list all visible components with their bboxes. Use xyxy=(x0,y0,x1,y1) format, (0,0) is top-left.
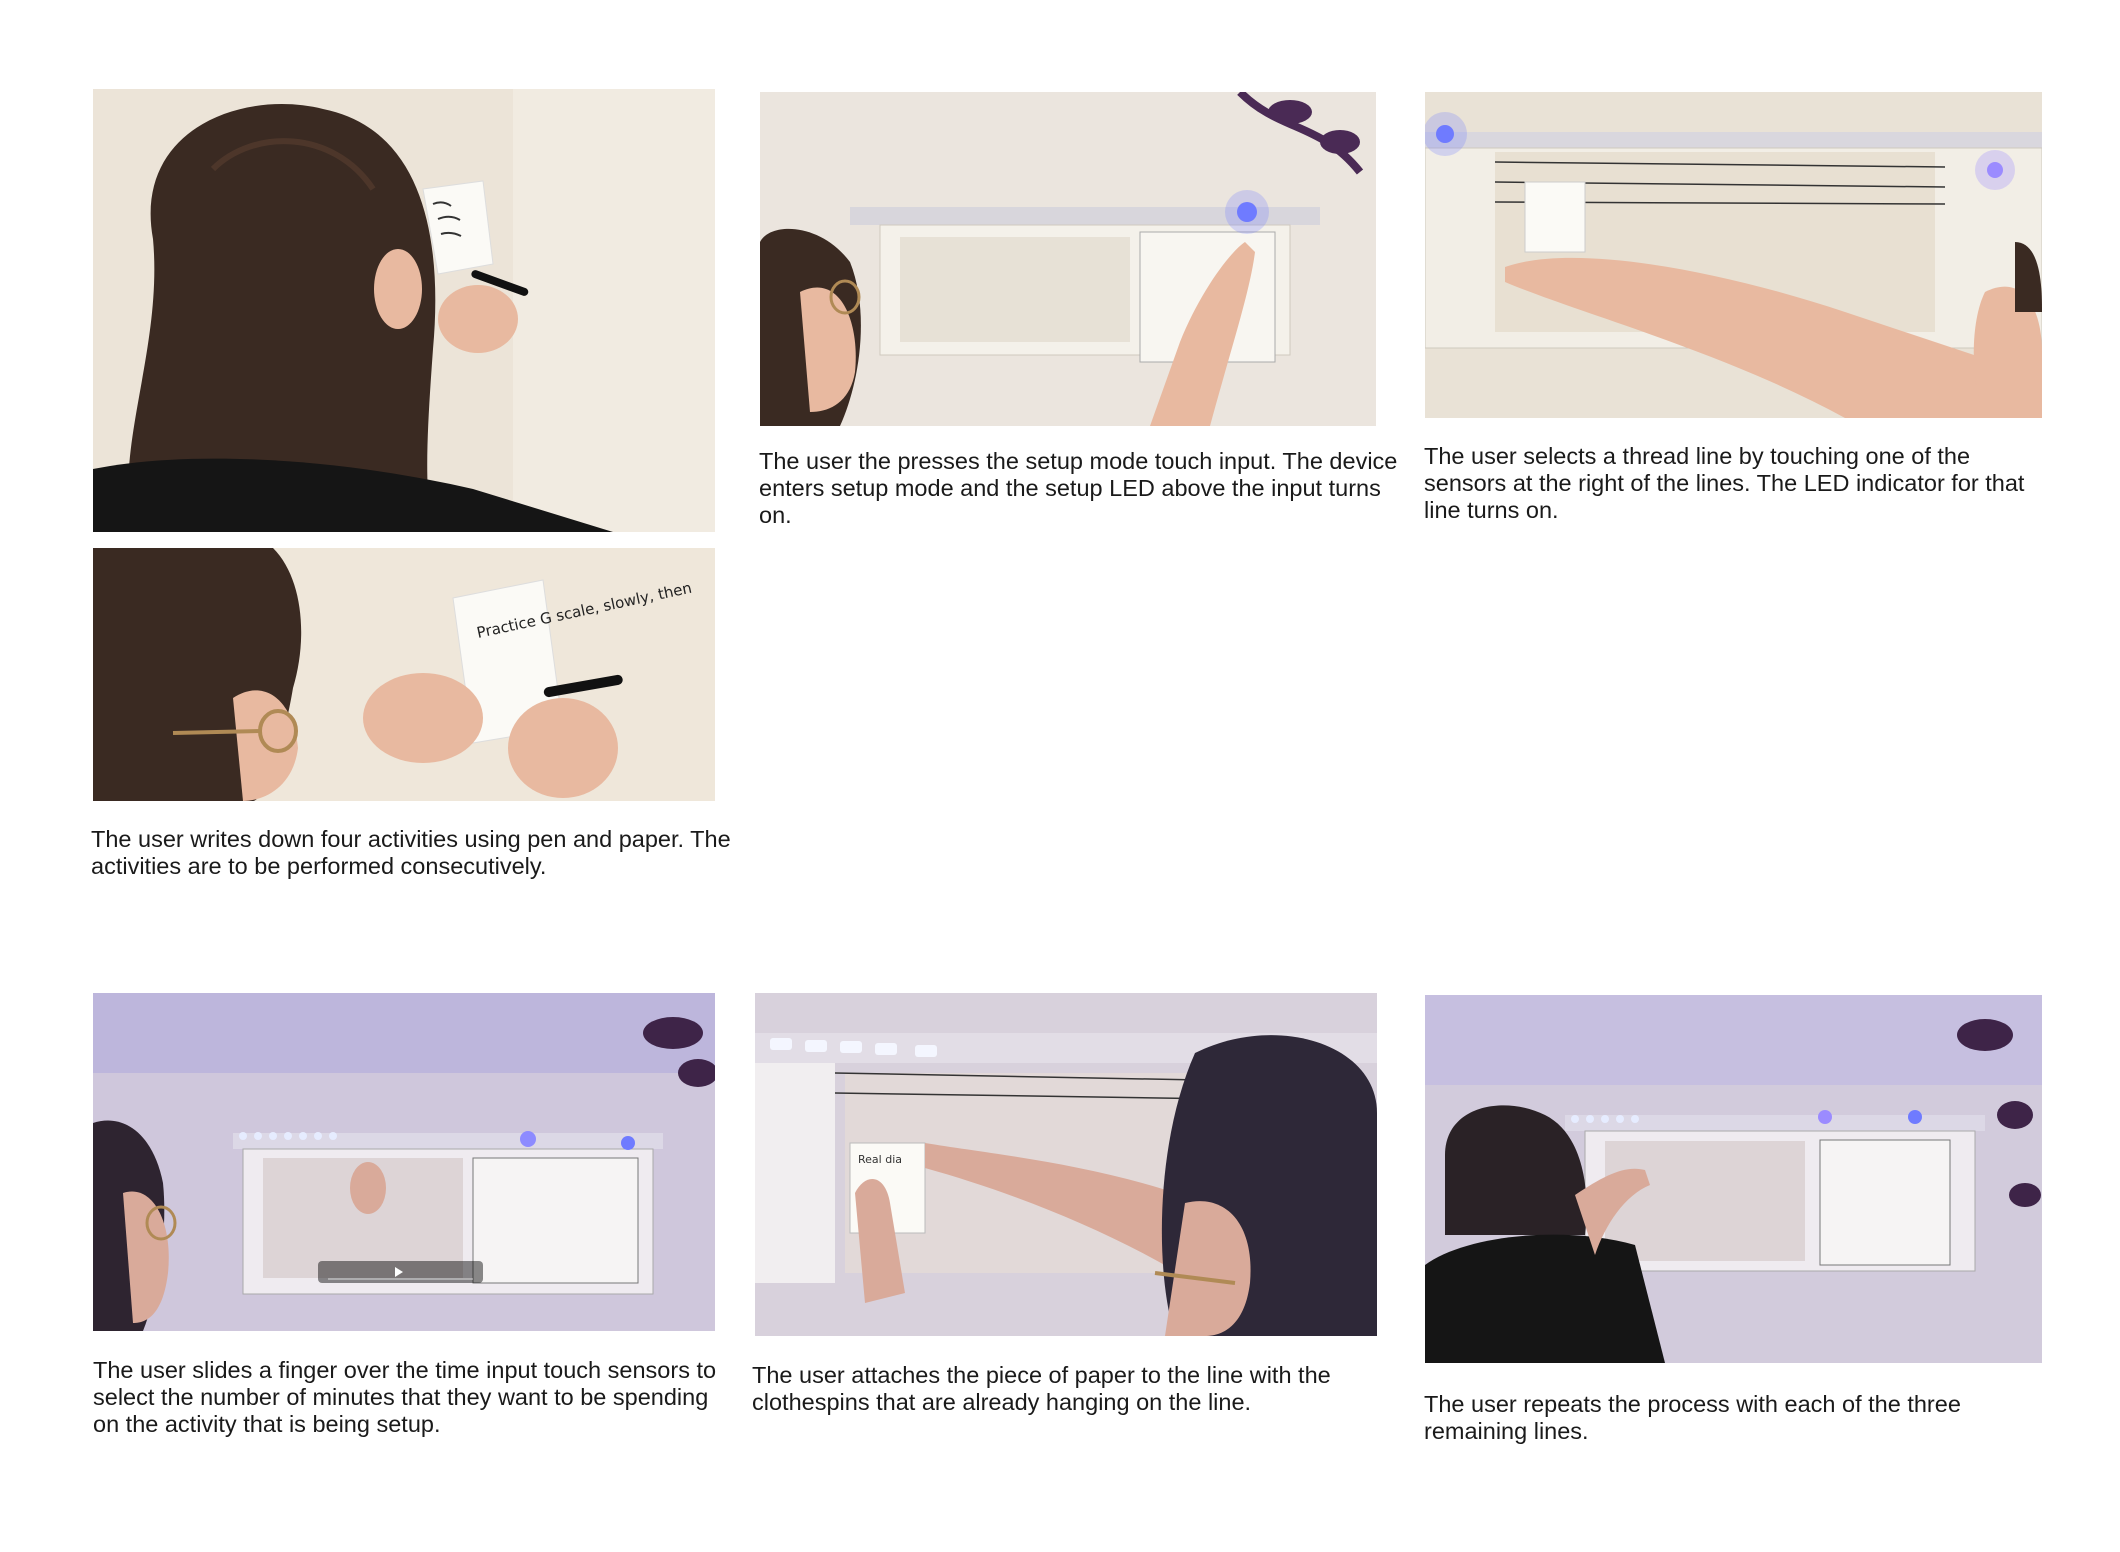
photo-repeat-process xyxy=(1425,995,2042,1363)
photo-write-first-note xyxy=(93,89,715,532)
note-text-2: Real dia xyxy=(858,1153,902,1166)
caption-repeat-process: The user repeats the process with each o… xyxy=(1424,1391,1961,1444)
caption-select-line: The user selects a thread line by touchi… xyxy=(1424,443,2025,523)
caption-attach-paper: The user attaches the piece of paper to … xyxy=(752,1362,1331,1415)
photo-setup-mode xyxy=(760,92,1376,426)
photo-select-line xyxy=(1425,92,2042,418)
photo-attach-paper: Real dia xyxy=(755,993,1377,1336)
caption-write-activities: The user writes down four activities usi… xyxy=(91,826,731,879)
photo-time-input xyxy=(93,993,715,1331)
photo-write-activities: Practice G scale, slowly, then xyxy=(93,548,715,801)
caption-setup-mode: The user the presses the setup mode touc… xyxy=(759,448,1398,528)
caption-time-input: The user slides a finger over the time i… xyxy=(93,1357,717,1437)
